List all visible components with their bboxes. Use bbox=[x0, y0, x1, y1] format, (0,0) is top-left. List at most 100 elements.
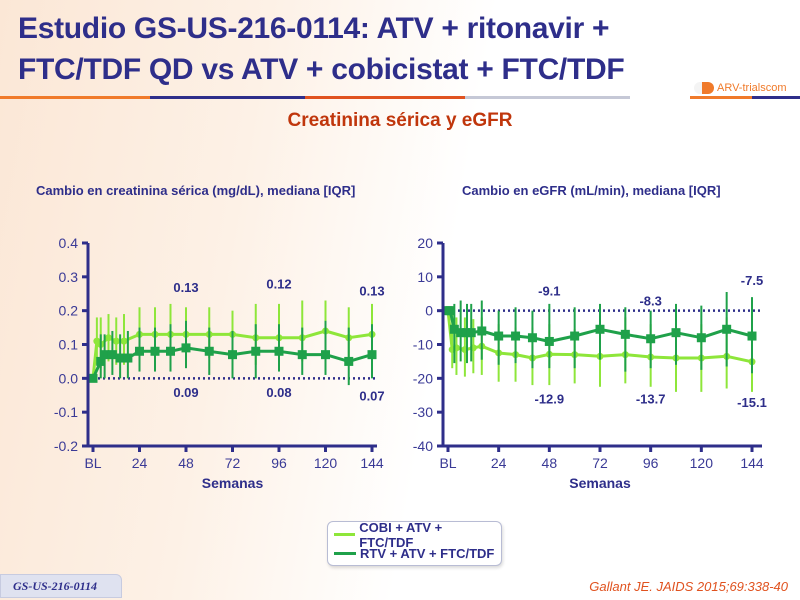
data-point bbox=[466, 328, 476, 338]
data-point bbox=[544, 336, 554, 346]
title-divider bbox=[690, 96, 800, 99]
y-tick-label: 0.3 bbox=[59, 269, 79, 285]
x-tick-label: 120 bbox=[690, 455, 714, 471]
citation: Gallant JE. JAIDS 2015;69:338-40 bbox=[589, 579, 788, 594]
data-point bbox=[722, 324, 732, 334]
series-rtv bbox=[88, 320, 377, 386]
data-label: 0.07 bbox=[359, 388, 384, 403]
x-tick-label: BL bbox=[84, 455, 101, 471]
data-point bbox=[181, 343, 191, 353]
data-label: -8.3 bbox=[639, 294, 661, 309]
slide-subtitle: Creatinina sérica y eGFR bbox=[287, 110, 513, 131]
data-point bbox=[251, 346, 261, 356]
creatinine-chart: -0.2 -0.1 0.0 0.1 0.2 0.3 0.4 BL 24 48 72 96 120 144 S… bbox=[54, 235, 385, 491]
data-point bbox=[150, 346, 160, 356]
title-divider bbox=[752, 96, 800, 99]
data-point bbox=[112, 337, 120, 345]
data-label: -9.1 bbox=[538, 283, 560, 298]
y-tick-label: -20 bbox=[413, 370, 433, 386]
data-point bbox=[449, 324, 459, 334]
data-point bbox=[88, 373, 98, 383]
x-axis-label: Semanas bbox=[569, 475, 631, 491]
pill-icon bbox=[694, 82, 714, 94]
data-point bbox=[344, 356, 354, 366]
y-tick-label: 0.1 bbox=[59, 337, 79, 353]
data-label: -12.9 bbox=[535, 392, 565, 407]
data-point bbox=[477, 326, 487, 336]
y-tick-label: -0.1 bbox=[54, 404, 78, 420]
slide-title-line-2: FTC/TDF QD vs ATV + cobicistat + FTC/TDF bbox=[18, 53, 625, 86]
y-tick-label: -10 bbox=[413, 337, 433, 353]
title-divider bbox=[465, 96, 630, 99]
data-point bbox=[671, 328, 681, 338]
x-tick-label: 48 bbox=[542, 455, 558, 471]
arv-trials-logo: ARV-trialscom bbox=[694, 78, 786, 98]
series-rtv bbox=[443, 292, 757, 374]
title-divider bbox=[305, 96, 465, 99]
x-tick-label: 48 bbox=[178, 455, 194, 471]
data-point bbox=[646, 334, 656, 344]
logo-suffix: com bbox=[765, 82, 787, 94]
data-point bbox=[456, 328, 466, 338]
slide-title-line-1: Estudio GS-US-216-0114: ATV + ritonavir … bbox=[18, 12, 610, 45]
x-tick-label: 96 bbox=[271, 455, 287, 471]
study-badge: GS-US-216-0114 bbox=[0, 574, 122, 598]
title-divider bbox=[0, 96, 150, 99]
y-tick-label: -30 bbox=[413, 404, 433, 420]
data-point bbox=[696, 333, 706, 343]
data-point bbox=[204, 346, 214, 356]
x-tick-label: 72 bbox=[592, 455, 608, 471]
data-label: -7.5 bbox=[741, 273, 763, 288]
x-tick-label: 24 bbox=[132, 455, 148, 471]
data-point bbox=[123, 353, 133, 363]
x-tick-label: 24 bbox=[491, 455, 507, 471]
data-point bbox=[120, 337, 128, 345]
egfr-chart: -40 -30 -20 -10 0 10 20 BL 24 48 72 96 120 144 Semanas… bbox=[413, 235, 767, 491]
data-point bbox=[135, 346, 144, 356]
data-point bbox=[445, 306, 455, 316]
legend-item-rtv: RTV + ATV + FTC/TDF bbox=[334, 544, 495, 563]
legend-label-rtv: RTV + ATV + FTC/TDF bbox=[360, 546, 495, 561]
data-label: 0.08 bbox=[266, 385, 291, 400]
data-label: 0.13 bbox=[173, 280, 198, 295]
y-tick-label: 0.2 bbox=[59, 303, 79, 319]
x-tick-label: 144 bbox=[360, 455, 384, 471]
y-tick-label: 0.0 bbox=[59, 370, 79, 386]
data-point bbox=[570, 331, 580, 341]
data-label: 0.12 bbox=[266, 277, 291, 292]
y-tick-label: 20 bbox=[417, 235, 433, 251]
data-point bbox=[511, 331, 521, 341]
data-point bbox=[115, 353, 125, 363]
data-point bbox=[228, 350, 237, 360]
y-tick-label: -40 bbox=[413, 438, 433, 454]
data-point bbox=[620, 329, 630, 339]
x-tick-label: 120 bbox=[314, 455, 338, 471]
slide-title: Estudio GS-US-216-0114: ATV + ritonavir … bbox=[18, 8, 758, 90]
data-point bbox=[321, 350, 330, 360]
y-tick-label: -0.2 bbox=[54, 438, 78, 454]
data-point bbox=[105, 334, 112, 342]
egfr-chart-title: Cambio en eGFR (mL/min), mediana [IQR] bbox=[462, 183, 721, 198]
data-point bbox=[595, 324, 605, 334]
legend-label-cobi: COBI + ATV + FTC/TDF bbox=[359, 519, 443, 550]
x-axis-label: Semanas bbox=[202, 475, 264, 491]
y-tick-label: 10 bbox=[417, 269, 433, 285]
legend-swatch-cobi bbox=[334, 533, 356, 536]
legend-item-cobi: COBI + ATV + FTC/TDF bbox=[334, 520, 495, 550]
x-tick-label: BL bbox=[439, 455, 456, 471]
data-label: -13.7 bbox=[636, 392, 666, 407]
data-label: 0.13 bbox=[359, 283, 384, 298]
x-tick-label: 96 bbox=[643, 455, 659, 471]
title-divider bbox=[150, 96, 305, 99]
data-point bbox=[527, 333, 537, 343]
data-point bbox=[747, 331, 757, 341]
data-point bbox=[274, 346, 284, 356]
x-tick-label: 144 bbox=[740, 455, 764, 471]
data-point bbox=[100, 350, 110, 360]
data-point bbox=[107, 350, 117, 360]
y-tick-label: 0 bbox=[425, 303, 433, 319]
chart-legend: COBI + ATV + FTC/TDF RTV + ATV + FTC/TDF bbox=[327, 520, 502, 566]
data-point bbox=[367, 350, 377, 360]
legend-swatch-rtv bbox=[334, 552, 356, 555]
